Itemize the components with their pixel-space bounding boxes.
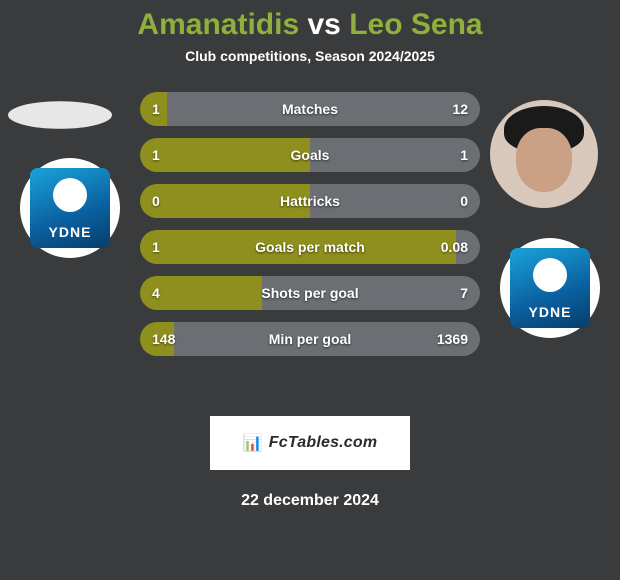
stat-label: Matches bbox=[140, 92, 480, 126]
subtitle: Club competitions, Season 2024/2025 bbox=[0, 48, 620, 64]
player1-name: Amanatidis bbox=[137, 8, 299, 41]
comparison-arena: YDNE YDNE 112Matches 11Goals 00Hattricks 10… bbox=[0, 92, 620, 392]
stat-row: 112Matches bbox=[140, 92, 480, 126]
club-badge-icon: YDNE bbox=[510, 248, 590, 328]
player1-avatar bbox=[8, 101, 112, 129]
stat-label: Goals per match bbox=[140, 230, 480, 264]
player2-club-badge: YDNE bbox=[500, 238, 600, 338]
vs-text: vs bbox=[307, 8, 340, 41]
player2-avatar bbox=[490, 100, 598, 208]
player1-club-badge: YDNE bbox=[20, 158, 120, 258]
stat-label: Shots per goal bbox=[140, 276, 480, 310]
player2-name: Leo Sena bbox=[349, 8, 482, 41]
brand-icon: 📊 bbox=[243, 433, 263, 453]
comparison-title: Amanatidis vs Leo Sena bbox=[0, 0, 620, 42]
stat-row: 47Shots per goal bbox=[140, 276, 480, 310]
stat-row: 10.08Goals per match bbox=[140, 230, 480, 264]
face-placeholder-icon bbox=[490, 100, 598, 208]
club-badge-text: YDNE bbox=[49, 224, 92, 240]
stat-row: 1481369Min per goal bbox=[140, 322, 480, 356]
stat-bars: 112Matches 11Goals 00Hattricks 10.08Goals p… bbox=[140, 92, 480, 368]
club-badge-text: YDNE bbox=[529, 304, 572, 320]
stat-row: 11Goals bbox=[140, 138, 480, 172]
date-text: 22 december 2024 bbox=[0, 492, 620, 510]
stat-label: Hattricks bbox=[140, 184, 480, 218]
stat-row: 00Hattricks bbox=[140, 184, 480, 218]
brand-badge: 📊 FcTables.com bbox=[210, 416, 410, 470]
brand-text: FcTables.com bbox=[269, 434, 378, 452]
stat-label: Min per goal bbox=[140, 322, 480, 356]
club-badge-icon: YDNE bbox=[30, 168, 110, 248]
stat-label: Goals bbox=[140, 138, 480, 172]
